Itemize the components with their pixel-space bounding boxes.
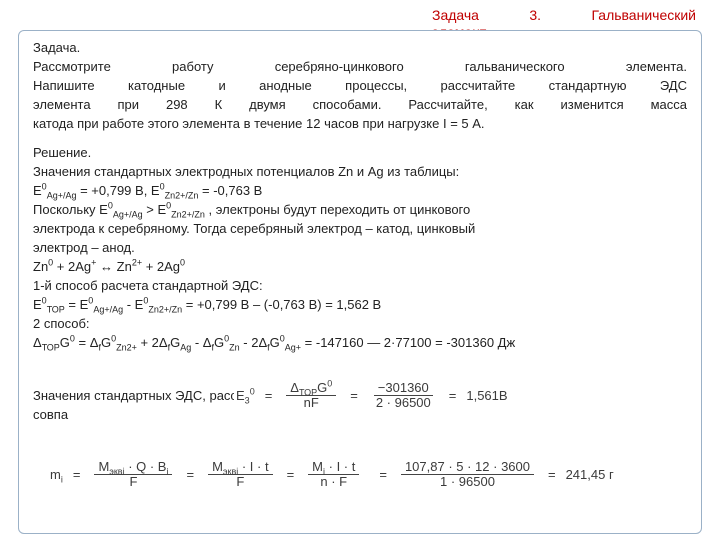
electron-flow-l2: электрода к серебряному. Тогда серебряны… [33, 220, 687, 237]
electron-flow-l3: электрод – анод. [33, 239, 687, 256]
task-text-l2: Напишите катодные и анодные процессы, ра… [33, 77, 687, 94]
task-title-line1: Задача 3. Гальванический [432, 6, 696, 24]
potentials-values: E0Ag+/Ag = +0,799 В, E0Zn2+/Zn = -0,763 … [33, 182, 687, 199]
task-text-l4: катода при работе этого элемента в течен… [33, 115, 687, 132]
method1-calc: E0ТОР = E0Ag+/Ag - E0Zn2+/Zn = +0,799 В … [33, 296, 687, 313]
solution-heading: Решение. [33, 144, 687, 161]
emf-fraction-equation: E30 = ΔТОРG0 nF = −301360 2 · 96500 = 1,… [234, 381, 510, 410]
gibbs-calc: ΔТОРG0 = ΔfG0Zn2+ + 2ΔfGAg - ΔfG0Zn - 2Δ… [33, 334, 687, 351]
content-card: Задача. Рассмотрите работу серебряно-цин… [18, 30, 702, 534]
task-heading: Задача. [33, 39, 687, 56]
method1-label: 1-й способ расчета стандартной ЭДС: [33, 277, 687, 294]
task-text-l1: Рассмотрите работу серебряно-цинкового г… [33, 58, 687, 75]
mass-fraction-equation: mi = Mэкві · Q · Bi F = Mэкві · I · t F … [48, 460, 616, 489]
reaction-equation: Zn0 + 2Ag+ ↔ Zn2+ + 2Ag0 [33, 258, 687, 275]
task-text-l3: элемента при 298 К двумя способами. Расс… [33, 96, 687, 113]
method2-label: 2 способ: [33, 315, 687, 332]
electron-flow-l1: Поскольку E0Ag+/Ag > E0Zn2+/Zn , электро… [33, 201, 687, 218]
potentials-intro: Значения стандартных электродных потенци… [33, 163, 687, 180]
